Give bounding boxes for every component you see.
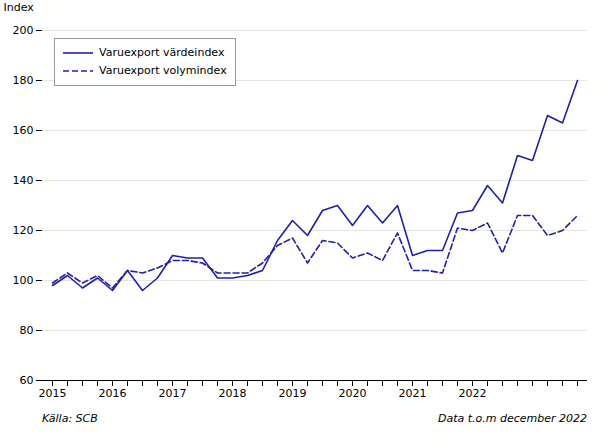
svg-text:140: 140 [13,174,34,187]
svg-text:Index: Index [4,1,35,14]
svg-text:2022: 2022 [459,387,487,400]
svg-text:120: 120 [13,224,34,237]
html-text:Data t.o.m december 2022: Data t.o.m december 2022 [437,412,587,425]
svg-text:2021: 2021 [399,387,427,400]
svg-text:60: 60 [20,374,34,387]
svg-text:100: 100 [13,274,34,287]
svg-text:2015: 2015 [39,387,67,400]
svg-text:180: 180 [13,74,34,87]
svg-text:2018: 2018 [219,387,247,400]
svg-text:160: 160 [13,124,34,137]
svg-text:80: 80 [20,324,34,337]
svg-text:2019: 2019 [279,387,307,400]
svg-text:2016: 2016 [99,387,127,400]
svg-text:2017: 2017 [159,387,187,400]
svg-text:200: 200 [13,24,34,37]
html-text:Källa: SCB: Källa: SCB [42,412,98,425]
html-text:Varuexport värdeindex: Varuexport värdeindex [99,46,225,59]
html-text:Varuexport volymindex: Varuexport volymindex [99,64,227,77]
svg-text:2020: 2020 [339,387,367,400]
